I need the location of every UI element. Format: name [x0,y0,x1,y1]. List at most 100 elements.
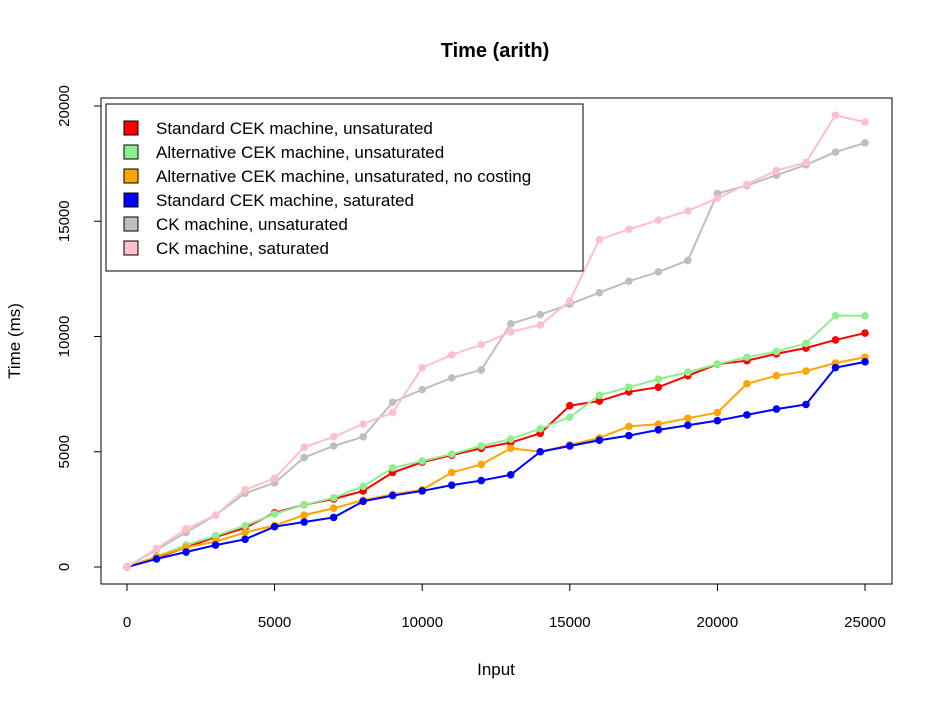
data-point [300,500,308,509]
data-point [861,118,869,126]
data-point [566,296,574,305]
data-point [566,442,574,450]
data-point [506,444,515,453]
data-point [536,424,545,433]
series-layer [123,111,869,571]
series-3 [123,358,869,571]
data-point [654,268,663,276]
data-point [595,391,604,400]
legend-label: Standard CEK machine, saturated [156,191,414,210]
x-tick-label: 10000 [401,614,443,631]
x-tick-label: 0 [123,614,131,631]
data-point [654,420,663,428]
series-line [126,114,866,568]
legend-item: Standard CEK machine, unsaturated [123,119,433,138]
y-tick-label: 0 [56,563,73,571]
data-point [802,339,810,348]
legend-label: Alternative CEK machine, unsaturated, no… [156,167,531,186]
data-point [595,397,604,405]
chart-title: Time (arith) [441,40,550,62]
series-2 [123,353,869,571]
data-point [802,367,810,375]
data-point [241,528,249,537]
series-line [126,356,866,568]
data-point [831,363,840,372]
data-point [743,353,751,362]
data-point [684,414,692,423]
data-point [802,158,810,167]
data-point [123,563,131,571]
data-point [536,447,545,456]
data-point [300,443,308,451]
data-point [477,442,486,450]
data-point [713,408,722,417]
data-point [359,432,367,441]
legend-item: CK machine, saturated [123,239,329,258]
data-point [388,398,397,406]
data-point [241,521,249,530]
data-point [772,371,781,380]
y-tick-label: 15000 [56,200,73,242]
data-point [566,413,574,421]
data-point [447,450,456,458]
x-tick-label: 20000 [697,614,739,631]
y-axis-label: Time (ms) [5,303,24,379]
data-point [241,535,249,544]
legend-label: Standard CEK machine, unsaturated [156,119,433,138]
data-point [300,453,308,462]
data-point [743,180,751,189]
data-point [182,525,190,533]
data-point [388,464,397,472]
data-point [418,487,427,495]
data-point [625,431,633,440]
data-point [654,375,663,383]
data-point [654,216,663,224]
data-point [595,235,604,244]
data-point [211,511,220,519]
data-point [772,347,781,356]
data-point [684,421,692,430]
data-point [447,351,456,359]
data-point [713,416,722,425]
legend-item: Alternative CEK machine, unsaturated [123,143,444,162]
y-tick-label: 20000 [56,85,73,127]
data-point [211,541,220,549]
y-tick-label: 5000 [56,435,73,468]
legend-label: CK machine, unsaturated [156,215,348,234]
x-tick-label: 15000 [549,614,591,631]
data-point [861,329,869,337]
data-point [329,442,338,450]
legend-item: CK machine, unsaturated [123,215,348,234]
data-point [772,405,781,413]
series-line [126,332,866,568]
data-point [300,511,308,519]
data-point [861,358,869,366]
series-line [126,314,865,568]
data-point [654,383,663,392]
data-point [625,225,633,234]
data-point [447,481,456,489]
data-point [182,548,190,556]
data-point [447,374,456,382]
data-point [536,321,545,329]
legend-swatch [123,192,139,208]
legend-label: Alternative CEK machine, unsaturated [156,143,444,162]
data-point [684,368,692,377]
data-point [506,471,515,479]
data-point [625,422,633,431]
y-axis: 0 5000 10000 15000 20000 [56,85,102,571]
data-point [270,474,279,483]
data-point [595,436,604,445]
y-tick-label: 10000 [56,316,73,358]
data-point [743,411,751,419]
legend-item: Standard CEK machine, saturated [123,191,414,210]
data-point [447,468,456,477]
data-point [684,207,692,215]
data-point [831,111,840,120]
data-point [477,460,486,469]
data-point [831,148,840,156]
data-point [831,336,840,344]
legend-swatch [123,168,139,184]
x-axis: 0 5000 10000 15000 20000 25000 [123,583,886,631]
data-point [861,139,869,147]
